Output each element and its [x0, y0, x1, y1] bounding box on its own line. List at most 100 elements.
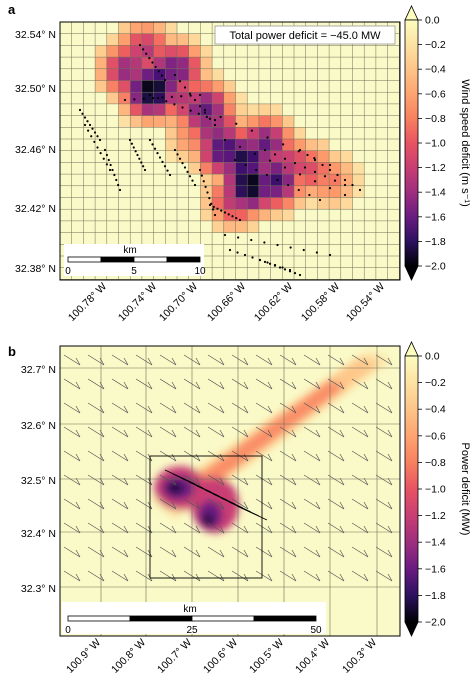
- deficit-cell: [106, 57, 119, 69]
- turbine-marker: [158, 156, 162, 159]
- deficit-cell: [130, 115, 142, 128]
- panel-a-label: a: [8, 2, 16, 17]
- plume-max-west: [167, 482, 183, 494]
- lat-tick-label: 32.6° N: [21, 420, 56, 432]
- scalebar-segment: [67, 615, 131, 622]
- panel-a-scalebar-tick: 0: [65, 266, 71, 277]
- deficit-cell: [270, 139, 283, 151]
- deficit-cell: [258, 197, 271, 210]
- wind-barb: [375, 474, 393, 486]
- deficit-cell: [200, 174, 213, 186]
- wind-barb: [135, 450, 153, 462]
- deficit-cell: [177, 150, 189, 163]
- panel-b-lon-axis: 100.9° W 100.8° W 100.7° W 100.6° W 100.…: [64, 637, 379, 676]
- wind-barb: [303, 354, 321, 366]
- deficit-cell: [282, 185, 294, 198]
- turbine-marker: [212, 208, 215, 211]
- deficit-cell: [247, 139, 259, 151]
- panel-a-lon-axis: 100.78° W 100.74° W 100.70° W 100.66° W …: [66, 281, 387, 324]
- deficit-cell: [106, 45, 119, 58]
- turbine-marker: [213, 213, 217, 217]
- lon-tick-label: 100.8° W: [109, 637, 148, 676]
- deficit-cell: [141, 22, 154, 34]
- turbine-marker: [343, 193, 347, 197]
- turbine-marker: [212, 205, 215, 208]
- deficit-cell: [305, 139, 318, 151]
- deficit-cell: [235, 127, 248, 139]
- wind-barb: [231, 402, 249, 414]
- deficit-cell: [212, 103, 224, 116]
- deficit-cell: [340, 162, 353, 175]
- turbine-marker: [281, 266, 284, 269]
- turbine-marker: [142, 48, 145, 51]
- turbine-marker: [351, 183, 354, 187]
- turbine-marker: [266, 136, 269, 139]
- turbine-marker: [128, 138, 132, 142]
- turbine-marker: [170, 95, 173, 98]
- lon-tick-label: 100.54° W: [344, 281, 387, 324]
- deficit-cell: [200, 185, 213, 198]
- colorbar-tick-label: −1.2: [425, 162, 446, 174]
- deficit-cell: [200, 57, 213, 69]
- deficit-cell: [165, 22, 177, 34]
- deficit-cell: [212, 209, 224, 221]
- wind-barb: [351, 450, 369, 462]
- deficit-cell: [247, 162, 259, 175]
- turbine-marker: [203, 111, 207, 114]
- lat-tick-label: 32.38° N: [15, 263, 56, 275]
- turbine-marker: [228, 248, 232, 252]
- wind-barb: [159, 498, 177, 510]
- lat-tick-label: 32.54° N: [15, 29, 56, 41]
- wind-barb: [111, 402, 129, 414]
- turbine-marker: [287, 183, 290, 187]
- turbine-marker: [273, 153, 277, 156]
- lon-tick-label: 100.7° W: [155, 637, 194, 676]
- turbine-marker: [268, 262, 272, 265]
- panel-b-colorbar: 0.0 −0.2 −0.4 −0.6 −0.8 −1.0 −1.2 −1.4 −1.6 −1.8 −…: [404, 341, 471, 637]
- wind-barb: [231, 426, 249, 438]
- turbine-marker: [163, 165, 167, 168]
- turbine-marker: [293, 272, 297, 275]
- colorbar-tick-label: 0.0: [425, 15, 440, 27]
- turbine-marker: [202, 180, 205, 183]
- wind-barb: [303, 402, 321, 414]
- turbine-marker: [138, 43, 142, 47]
- deficit-cell: [212, 162, 224, 175]
- turbine-marker: [205, 115, 208, 118]
- panel-b-scalebar-tick: 50: [310, 625, 322, 636]
- deficit-cell: [177, 80, 189, 93]
- turbine-marker: [96, 146, 99, 149]
- wind-barb: [207, 522, 225, 534]
- wind-barb: [63, 474, 81, 486]
- turbine-marker: [181, 106, 184, 109]
- deficit-cell: [235, 115, 248, 128]
- wind-barb: [279, 354, 297, 366]
- deficit-cell: [188, 139, 201, 151]
- deficit-cell: [165, 139, 177, 151]
- turbine-marker: [328, 187, 332, 190]
- wind-barb: [303, 522, 321, 534]
- lon-tick-label: 100.5° W: [247, 637, 286, 676]
- turbine-marker: [303, 166, 307, 169]
- deficit-cell: [235, 162, 248, 175]
- turbine-marker: [156, 152, 159, 155]
- turbine-marker: [198, 105, 202, 108]
- deficit-cell: [212, 115, 224, 128]
- turbine-marker: [223, 211, 227, 214]
- turbine-marker: [283, 166, 287, 169]
- deficit-cell: [282, 174, 294, 186]
- deficit-cell: [247, 115, 259, 128]
- turbine-marker: [188, 175, 192, 178]
- lat-tick-label: 32.46° N: [15, 144, 56, 156]
- deficit-cell: [200, 68, 213, 81]
- deficit-cell: [282, 209, 294, 221]
- turbine-marker: [117, 183, 120, 187]
- turbine-marker: [154, 65, 157, 68]
- wind-barb: [135, 522, 153, 534]
- wind-barb: [279, 546, 297, 558]
- lon-tick-label: 100.58° W: [299, 281, 342, 324]
- turbine-marker: [216, 207, 219, 210]
- deficit-cell: [212, 92, 224, 104]
- turbine-marker: [343, 178, 347, 182]
- deficit-cell: [130, 33, 142, 46]
